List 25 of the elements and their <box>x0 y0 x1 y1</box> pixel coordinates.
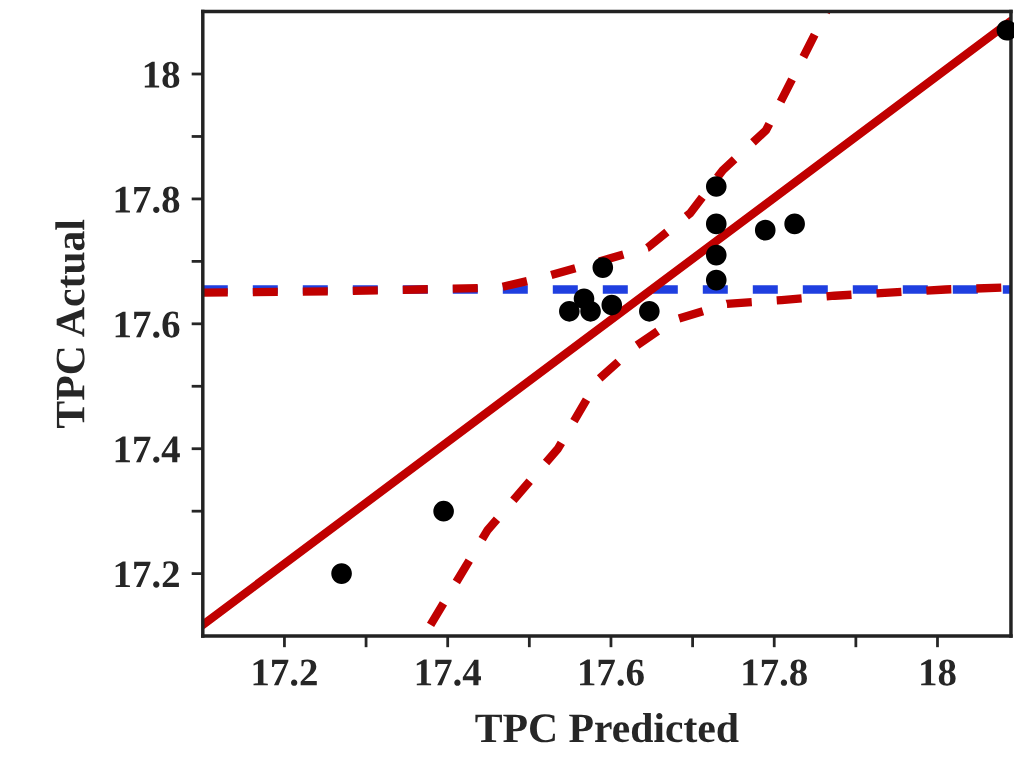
x-tick-label: 17.8 <box>743 659 807 686</box>
x-tick-label: 17.4 <box>416 659 481 686</box>
point <box>705 269 727 291</box>
y-tick-label: 17.8 <box>115 186 180 213</box>
y-tick-label: 17.2 <box>115 561 179 588</box>
point <box>705 213 727 235</box>
x-tick-label: 17.2 <box>253 659 317 686</box>
point <box>705 244 727 266</box>
point <box>784 213 805 235</box>
point <box>331 563 352 584</box>
point <box>559 301 580 322</box>
point <box>580 301 601 322</box>
point <box>592 257 614 278</box>
y-tick-label: 17.4 <box>115 436 180 463</box>
point <box>754 219 776 241</box>
y-axis-title: TPC Actual <box>55 219 85 428</box>
y-tick-label: 18 <box>144 61 180 88</box>
x-tick-label: 18 <box>921 659 956 686</box>
y-tick-label: 17.6 <box>115 311 180 338</box>
point <box>601 294 623 316</box>
x-tick-label: 17.6 <box>580 659 644 686</box>
point <box>639 301 660 322</box>
point <box>433 500 454 522</box>
x-axis-title: TPC Predicted <box>475 713 739 743</box>
point <box>705 176 727 197</box>
